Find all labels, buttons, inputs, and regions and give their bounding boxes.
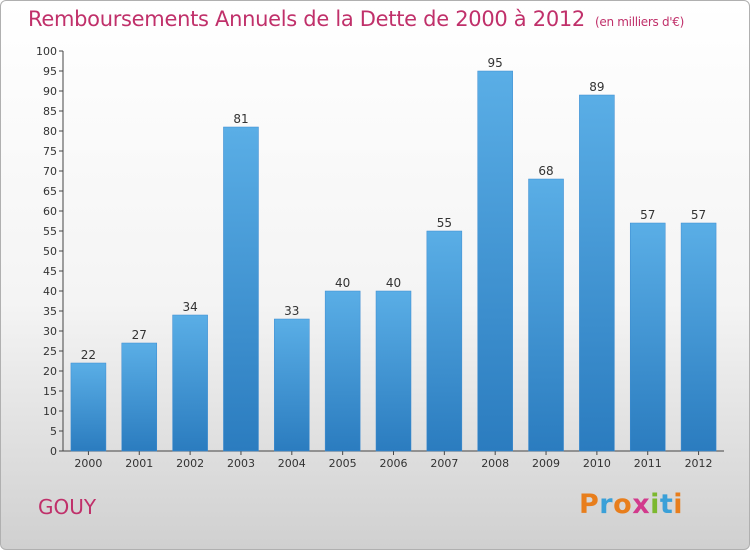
bar	[579, 94, 615, 452]
proxiti-logo: Proxiti	[579, 489, 683, 520]
y-tick-label: 70	[43, 165, 57, 178]
y-tick-label: 55	[43, 225, 57, 238]
bar	[629, 222, 666, 452]
logo-letter: t	[659, 489, 674, 520]
bar-value-label: 57	[640, 208, 655, 222]
chart-axes: 0 5 10 15 20 25 30 35 40 45 50 55 60 65 70 75 80 85 90 95 10…	[36, 45, 724, 470]
x-tick-label: 2007	[430, 457, 458, 470]
y-tick-label: 25	[43, 345, 57, 358]
x-tick-label: 2008	[481, 457, 509, 470]
y-tick-label: 10	[43, 405, 57, 418]
logo-letter: i	[673, 489, 684, 520]
bar	[477, 70, 513, 452]
y-tick-label: 5	[50, 425, 57, 438]
y-tick-label: 30	[43, 325, 57, 338]
chart-unit: (en milliers d'€)	[595, 15, 685, 29]
chart-bars: 22 27 34 81 33 40 40 55 95 68 89 57 57	[70, 56, 717, 452]
y-tick-label: 90	[43, 85, 57, 98]
y-tick-label: 60	[43, 205, 57, 218]
y-tick-label: 80	[43, 125, 57, 138]
bar-value-label: 55	[437, 216, 452, 230]
bar	[324, 290, 361, 452]
bar-value-label: 34	[182, 300, 197, 314]
logo-letter: x	[632, 489, 651, 520]
commune-name: GOUY	[38, 495, 97, 519]
bar-value-label: 95	[488, 56, 503, 70]
chart-title: Remboursements Annuels de la Dette de 20…	[28, 7, 684, 31]
y-tick-label: 20	[43, 365, 57, 378]
logo-letter: P	[579, 489, 600, 520]
bar-value-label: 89	[589, 80, 604, 94]
y-tick-label: 75	[43, 145, 57, 158]
y-tick-label: 100	[36, 45, 57, 58]
logo-letter: o	[613, 489, 633, 520]
y-tick-label: 40	[43, 285, 57, 298]
y-tick-label: 35	[43, 305, 57, 318]
x-tick-label: 2011	[634, 457, 662, 470]
x-tick-label: 2010	[583, 457, 611, 470]
bar	[121, 342, 158, 452]
y-tick-label: 65	[43, 185, 57, 198]
bar	[375, 290, 412, 452]
x-tick-label: 2009	[532, 457, 560, 470]
bar-value-label: 40	[335, 276, 350, 290]
bar-value-label: 68	[538, 164, 553, 178]
x-tick-label: 2000	[74, 457, 102, 470]
bar	[528, 178, 564, 452]
x-tick-label: 2005	[329, 457, 357, 470]
x-tick-label: 2001	[125, 457, 153, 470]
x-tick-label: 2006	[380, 457, 408, 470]
bar	[426, 230, 463, 452]
bar-value-label: 22	[81, 348, 96, 362]
logo-letter: i	[650, 489, 660, 520]
bar	[172, 314, 208, 452]
y-tick-label: 45	[43, 265, 57, 278]
chart-title-text: Remboursements Annuels de la Dette de 20…	[28, 7, 585, 31]
x-tick-label: 2004	[278, 457, 306, 470]
bar	[70, 362, 107, 452]
logo-letter: r	[599, 489, 614, 520]
y-tick-label: 0	[50, 445, 57, 458]
bar-value-label: 33	[284, 304, 299, 318]
bar	[223, 126, 259, 452]
bar-value-label: 27	[132, 328, 147, 342]
x-tick-label: 2012	[685, 457, 713, 470]
y-tick-label: 50	[43, 245, 57, 258]
bar	[274, 318, 310, 452]
y-tick-label: 15	[43, 385, 57, 398]
bar-value-label: 81	[233, 112, 248, 126]
y-tick-label: 85	[43, 105, 57, 118]
x-tick-label: 2003	[227, 457, 255, 470]
bar-value-label: 40	[386, 276, 401, 290]
y-tick-label: 95	[43, 65, 57, 78]
bar-value-label: 57	[691, 208, 706, 222]
x-tick-label: 2002	[176, 457, 204, 470]
bar	[680, 222, 717, 452]
